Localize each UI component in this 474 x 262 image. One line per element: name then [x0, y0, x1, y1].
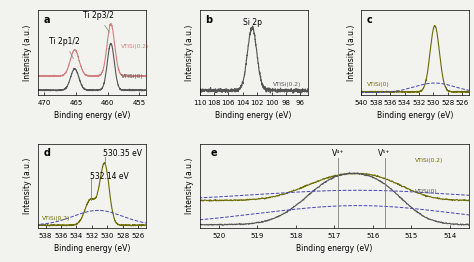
Text: VTiSi(0.2): VTiSi(0.2) — [42, 216, 71, 221]
Y-axis label: Intensity (a.u.): Intensity (a.u.) — [185, 24, 194, 81]
Text: VTiSi(0): VTiSi(0) — [121, 74, 144, 79]
Text: VTiSi(0.2): VTiSi(0.2) — [273, 82, 301, 87]
Text: b: b — [205, 15, 212, 25]
Text: VTiSi(0): VTiSi(0) — [415, 189, 438, 194]
Text: VTiSi(0.2): VTiSi(0.2) — [415, 158, 444, 163]
Text: VTiSi(0): VTiSi(0) — [367, 82, 390, 87]
Text: V⁴⁺: V⁴⁺ — [332, 149, 345, 159]
Text: a: a — [43, 15, 50, 25]
X-axis label: Binding energy (eV): Binding energy (eV) — [296, 244, 373, 253]
Text: d: d — [43, 148, 50, 158]
Text: e: e — [210, 148, 217, 158]
Text: c: c — [367, 15, 373, 25]
X-axis label: Binding energy (eV): Binding energy (eV) — [215, 111, 292, 120]
Y-axis label: Intensity (a.u.): Intensity (a.u.) — [23, 24, 32, 81]
Y-axis label: Intensity (a.u.): Intensity (a.u.) — [185, 158, 194, 214]
Text: 530.35 eV: 530.35 eV — [103, 149, 142, 158]
Y-axis label: Intensity (a.u.): Intensity (a.u.) — [23, 158, 32, 214]
Text: Ti 2p1/2: Ti 2p1/2 — [49, 37, 80, 59]
Text: 532.14 eV: 532.14 eV — [90, 172, 128, 181]
X-axis label: Binding energy (eV): Binding energy (eV) — [54, 111, 130, 120]
Text: V⁵⁺: V⁵⁺ — [378, 149, 391, 159]
X-axis label: Binding energy (eV): Binding energy (eV) — [377, 111, 454, 120]
Text: Ti 2p3/2: Ti 2p3/2 — [83, 11, 114, 32]
Y-axis label: Intensity (a.u.): Intensity (a.u.) — [347, 24, 356, 81]
Text: VTiSi(0.2): VTiSi(0.2) — [121, 45, 149, 50]
Text: Si 2p: Si 2p — [243, 18, 262, 26]
X-axis label: Binding energy (eV): Binding energy (eV) — [54, 244, 130, 253]
